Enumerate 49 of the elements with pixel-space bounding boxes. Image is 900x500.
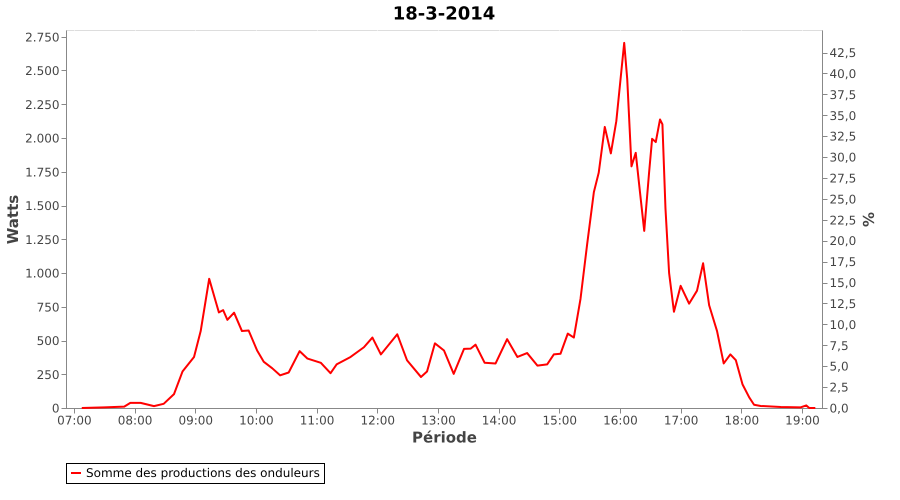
x-tick-label: 19:00 — [785, 414, 820, 428]
y-tick-label: 500 — [36, 334, 60, 348]
y-tick-label: 0 — [52, 402, 60, 416]
y-tick-label: 1.000 — [25, 266, 60, 280]
y2-tick-label: 32,5 — [830, 130, 856, 144]
y2-tick-label: 15,0 — [830, 276, 856, 290]
y2-tick-label: 37,5 — [830, 88, 856, 102]
y2-tick-label: 20,0 — [830, 234, 856, 248]
x-tick-label: 17:00 — [664, 414, 698, 428]
y-tick-label: 750 — [36, 300, 60, 314]
y2-tick-label: 27,5 — [830, 172, 856, 186]
x-tick-label: 10:00 — [239, 414, 274, 428]
y2-tick-label: 17,5 — [830, 255, 856, 270]
y2-tick-label: 7,5 — [830, 338, 849, 353]
y2-tick-label: 40,0 — [830, 66, 856, 81]
y2-tick-label: 10,0 — [830, 318, 856, 332]
x-tick-label: 07:00 — [57, 414, 92, 428]
y2-tick-label: 35,0 — [830, 108, 856, 123]
y2-tick-label: 12,5 — [830, 296, 856, 311]
x-tick-label: 15:00 — [542, 414, 578, 428]
y2-tick-label: 42,5 — [830, 46, 856, 60]
x-tick-label: 08:00 — [118, 414, 152, 428]
x-axis-title: Période — [412, 428, 477, 446]
y-tick-label: 2.000 — [25, 132, 60, 146]
chart-title: 18-3-2014 — [392, 3, 496, 24]
x-tick-label: 12:00 — [360, 414, 396, 428]
y-tick-label: 1.500 — [25, 199, 60, 213]
y-axis-title: Watts — [4, 194, 22, 244]
x-tick-label: 18:00 — [724, 414, 760, 428]
y-tick-label: 2.500 — [25, 64, 60, 78]
y-tick-label: 2.750 — [25, 30, 60, 44]
line-series — [80, 42, 816, 409]
y2-axis-title: % — [859, 212, 878, 228]
y-tick-label: 1.750 — [25, 165, 60, 180]
x-tick-label: 11:00 — [300, 414, 334, 428]
legend-label: Somme des productions des onduleurs — [86, 466, 320, 480]
y-tick-label: 2.250 — [25, 98, 60, 112]
x-tick-label: 13:00 — [421, 414, 456, 428]
y2-tick-label: 2,5 — [830, 380, 849, 395]
y-tick-label: 250 — [36, 368, 60, 382]
y2-tick-label: 22,5 — [830, 213, 856, 228]
x-tick-label: 14:00 — [482, 414, 516, 428]
y2-tick-label: 5,0 — [830, 360, 849, 374]
y2-tick-label: 25,0 — [830, 192, 856, 206]
y-tick-label: 1.250 — [25, 232, 60, 247]
y2-tick-label: 30,0 — [830, 150, 856, 165]
x-tick-label: 16:00 — [603, 414, 638, 428]
y2-tick-label: 0,0 — [830, 402, 849, 416]
x-tick-label: 09:00 — [178, 414, 214, 428]
